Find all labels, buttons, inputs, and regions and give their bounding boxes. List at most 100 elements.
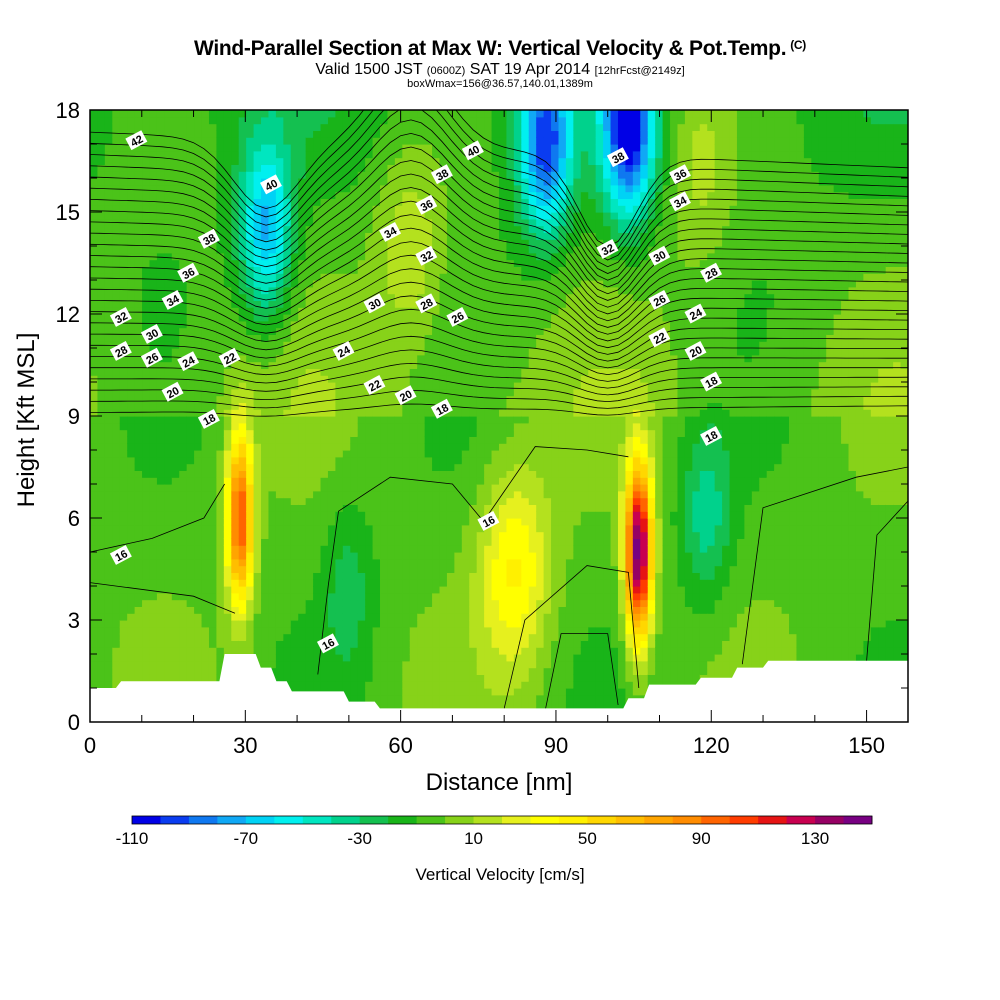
velocity-cell	[394, 463, 403, 471]
velocity-cell	[112, 266, 121, 274]
velocity-cell	[119, 402, 128, 410]
velocity-cell	[268, 633, 277, 641]
velocity-cell	[253, 586, 262, 594]
velocity-cell	[149, 416, 158, 424]
velocity-cell	[335, 110, 344, 118]
velocity-cell	[268, 640, 277, 648]
velocity-cell	[246, 524, 255, 533]
velocity-cell	[469, 518, 478, 526]
velocity-cell	[127, 212, 136, 220]
velocity-cell	[387, 552, 396, 560]
velocity-cell	[208, 402, 218, 410]
velocity-cell	[402, 239, 411, 247]
velocity-cell	[127, 368, 136, 376]
velocity-cell	[275, 314, 284, 322]
velocity-cell	[268, 239, 277, 247]
velocity-cell	[216, 613, 225, 621]
velocity-cell	[194, 626, 203, 635]
velocity-cell	[208, 130, 218, 138]
velocity-cell	[350, 436, 359, 444]
velocity-cell	[298, 280, 307, 288]
velocity-cell	[439, 558, 448, 567]
velocity-cell	[149, 456, 158, 465]
velocity-cell	[394, 647, 403, 655]
velocity-cell	[179, 416, 188, 424]
velocity-cell	[238, 225, 247, 233]
velocity-cell	[201, 497, 210, 505]
velocity-cell	[201, 565, 210, 573]
velocity-cell	[268, 660, 277, 669]
velocity-cell	[387, 320, 396, 329]
velocity-cell	[305, 354, 314, 363]
velocity-cell	[171, 531, 180, 539]
velocity-cell	[112, 422, 121, 431]
velocity-cell	[476, 443, 485, 451]
velocity-cell	[186, 558, 195, 567]
velocity-cell	[320, 130, 329, 138]
velocity-cell	[90, 470, 99, 478]
velocity-cell	[439, 606, 448, 614]
velocity-cell	[290, 477, 299, 485]
velocity-cell	[350, 157, 359, 165]
velocity-cell	[112, 137, 121, 145]
velocity-cell	[216, 388, 225, 397]
velocity-cell	[402, 422, 411, 431]
velocity-cell	[342, 484, 351, 492]
velocity-cell	[476, 252, 485, 261]
velocity-cell	[283, 252, 292, 261]
velocity-cell	[432, 123, 441, 131]
velocity-cell	[350, 348, 359, 356]
velocity-cell	[298, 660, 307, 669]
velocity-cell	[454, 157, 463, 165]
velocity-cell	[238, 456, 247, 465]
velocity-cell	[104, 137, 113, 145]
velocity-cell	[283, 511, 292, 519]
velocity-cell	[387, 348, 396, 356]
velocity-cell	[179, 484, 188, 492]
velocity-cell	[275, 144, 284, 152]
velocity-cell	[127, 307, 136, 315]
velocity-cell	[476, 123, 485, 131]
velocity-cell	[446, 490, 455, 499]
velocity-cell	[238, 320, 247, 329]
velocity-cell	[402, 416, 411, 424]
velocity-cell	[432, 450, 441, 458]
velocity-cell	[97, 524, 106, 533]
velocity-cell	[454, 681, 463, 689]
velocity-cell	[90, 477, 99, 485]
velocity-cell	[402, 273, 411, 281]
velocity-cell	[253, 293, 262, 301]
velocity-cell	[335, 470, 344, 478]
velocity-cell	[409, 110, 418, 118]
velocity-cell	[134, 361, 143, 369]
velocity-cell	[305, 334, 314, 342]
velocity-cell	[357, 395, 366, 403]
velocity-cell	[283, 314, 292, 322]
velocity-cell	[127, 239, 136, 247]
velocity-cell	[171, 239, 180, 247]
velocity-cell	[469, 402, 478, 410]
velocity-cell	[119, 368, 128, 376]
velocity-cell	[201, 443, 210, 451]
velocity-cell	[268, 518, 277, 526]
velocity-cell	[372, 545, 381, 553]
velocity-cell	[223, 252, 232, 261]
velocity-cell	[454, 246, 463, 254]
velocity-cell	[104, 531, 113, 539]
velocity-cell	[432, 184, 441, 193]
velocity-cell	[290, 613, 299, 621]
velocity-cell	[357, 137, 366, 145]
velocity-cell	[283, 674, 292, 682]
velocity-cell	[461, 456, 470, 465]
velocity-cell	[231, 456, 240, 465]
velocity-cell	[380, 422, 389, 431]
velocity-cell	[231, 110, 240, 118]
velocity-cell	[409, 205, 418, 213]
velocity-cell	[461, 470, 470, 478]
velocity-cell	[268, 361, 277, 369]
velocity-cell	[104, 654, 113, 662]
velocity-cell	[402, 137, 411, 145]
velocity-cell	[409, 246, 418, 254]
velocity-cell	[394, 354, 403, 363]
velocity-cell	[432, 538, 441, 546]
